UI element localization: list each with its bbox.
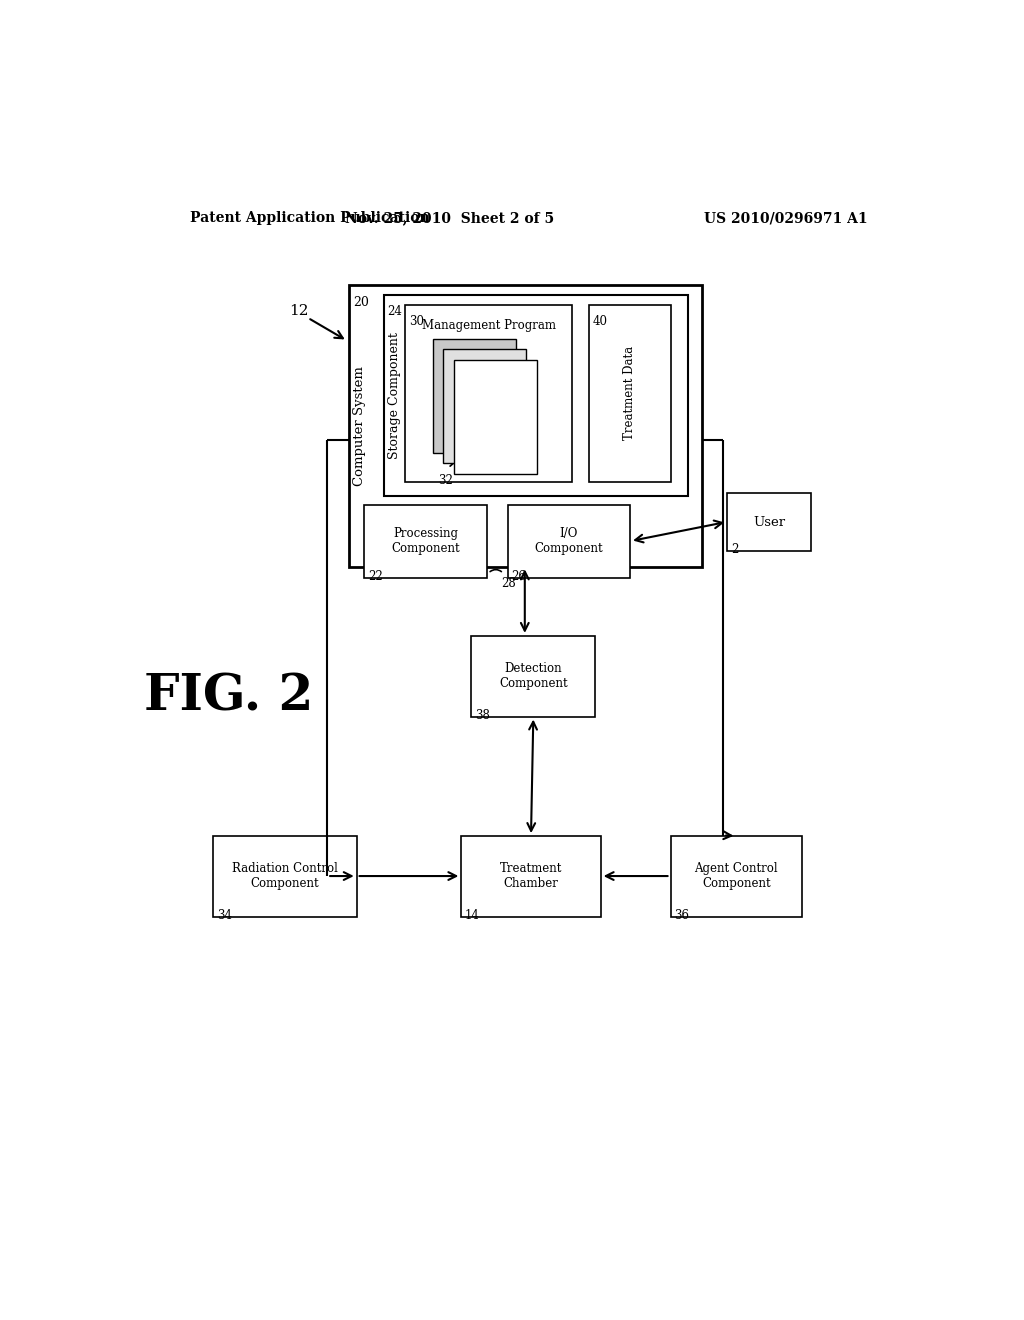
Text: 36: 36 bbox=[675, 909, 689, 923]
Bar bbox=[384, 296, 687, 496]
Bar bbox=[671, 836, 802, 917]
Text: 26: 26 bbox=[512, 570, 526, 583]
Text: FIG. 2: FIG. 2 bbox=[144, 673, 313, 722]
Text: 38: 38 bbox=[475, 709, 490, 722]
Bar bbox=[727, 494, 811, 552]
Text: Computer System: Computer System bbox=[353, 366, 367, 486]
Text: Management Program: Management Program bbox=[422, 318, 556, 331]
Text: Treatment Data: Treatment Data bbox=[624, 346, 636, 441]
Text: 32: 32 bbox=[438, 474, 453, 487]
Text: 24: 24 bbox=[388, 305, 402, 318]
Bar bbox=[406, 305, 572, 482]
Text: 40: 40 bbox=[593, 314, 608, 327]
Text: Agent Control
Component: Agent Control Component bbox=[694, 862, 778, 891]
Text: 30: 30 bbox=[410, 314, 424, 327]
Bar bbox=[471, 636, 595, 717]
Bar bbox=[508, 506, 630, 578]
Bar bbox=[589, 305, 671, 482]
Text: Radiation Control
Component: Radiation Control Component bbox=[232, 862, 338, 891]
Bar bbox=[349, 285, 701, 566]
Bar bbox=[213, 836, 356, 917]
Text: 22: 22 bbox=[369, 570, 383, 583]
Bar bbox=[432, 339, 516, 453]
Text: US 2010/0296971 A1: US 2010/0296971 A1 bbox=[705, 211, 868, 226]
Bar bbox=[365, 506, 486, 578]
Bar bbox=[461, 836, 601, 917]
Text: Patent Application Publication: Patent Application Publication bbox=[190, 211, 430, 226]
Text: I/O
Component: I/O Component bbox=[535, 528, 603, 556]
Bar bbox=[442, 350, 526, 463]
Text: 20: 20 bbox=[352, 296, 369, 309]
Text: Storage Component: Storage Component bbox=[388, 333, 401, 459]
Text: User: User bbox=[753, 516, 785, 529]
Text: 28: 28 bbox=[501, 577, 516, 590]
Text: Treatment
Chamber: Treatment Chamber bbox=[500, 862, 562, 891]
Text: 34: 34 bbox=[217, 909, 232, 923]
Text: 2: 2 bbox=[731, 544, 738, 557]
Text: Detection
Component: Detection Component bbox=[499, 663, 567, 690]
Text: Processing
Component: Processing Component bbox=[391, 528, 460, 556]
Text: Nov. 25, 2010  Sheet 2 of 5: Nov. 25, 2010 Sheet 2 of 5 bbox=[345, 211, 554, 226]
Bar bbox=[454, 360, 538, 474]
Text: 12: 12 bbox=[289, 304, 308, 318]
Text: 14: 14 bbox=[465, 909, 480, 923]
